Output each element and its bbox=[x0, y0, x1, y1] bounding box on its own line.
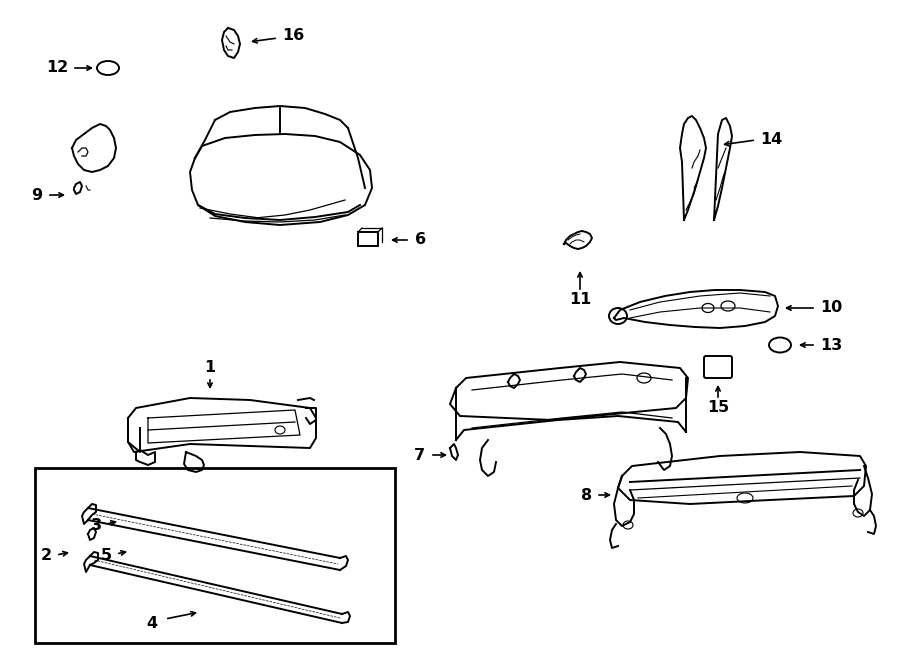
Text: 7: 7 bbox=[414, 447, 425, 463]
Text: 5: 5 bbox=[101, 547, 112, 563]
Text: 6: 6 bbox=[415, 233, 426, 247]
Text: 1: 1 bbox=[204, 360, 216, 375]
Text: 15: 15 bbox=[706, 401, 729, 416]
Text: 12: 12 bbox=[46, 61, 68, 75]
Text: 10: 10 bbox=[820, 301, 842, 315]
Text: 13: 13 bbox=[820, 338, 842, 352]
Bar bbox=[35, 468, 395, 643]
Text: 16: 16 bbox=[282, 28, 304, 44]
Text: 2: 2 bbox=[40, 547, 52, 563]
Text: 3: 3 bbox=[91, 518, 102, 533]
Bar bbox=[358, 232, 378, 246]
Text: 14: 14 bbox=[760, 132, 782, 147]
Text: 8: 8 bbox=[580, 488, 592, 502]
Text: 9: 9 bbox=[31, 188, 42, 202]
Text: 11: 11 bbox=[569, 293, 591, 307]
Text: 4: 4 bbox=[147, 615, 158, 631]
